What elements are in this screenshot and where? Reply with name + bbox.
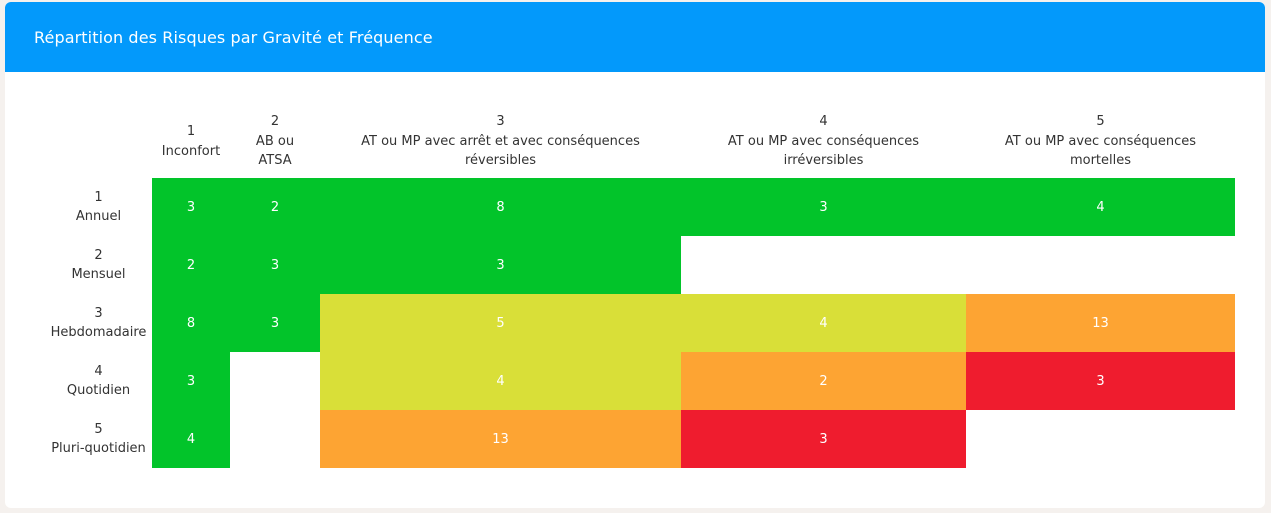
risk-cell: 8 bbox=[152, 294, 230, 352]
column-header-label: irréversibles bbox=[783, 153, 864, 169]
risk-cell: 2 bbox=[152, 236, 230, 294]
risk-matrix-table: 1 Inconfort 2 AB ou ATSA 3 AT ou MP avec… bbox=[45, 105, 1235, 468]
row-header-label: Mensuel bbox=[71, 267, 126, 282]
risk-cell-empty bbox=[230, 352, 320, 410]
column-header-3: 3 AT ou MP avec arrêt et avec conséquenc… bbox=[320, 105, 681, 178]
row-header-number: 2 bbox=[94, 248, 103, 263]
risk-cell: 3 bbox=[152, 178, 230, 236]
column-header-number: 4 bbox=[819, 114, 828, 130]
row-header-number: 3 bbox=[94, 306, 103, 321]
column-header-label: AT ou MP avec conséquences bbox=[727, 133, 920, 149]
risk-matrix-card: Répartition des Risques par Gravité et F… bbox=[5, 2, 1265, 508]
risk-cell: 2 bbox=[681, 352, 966, 410]
risk-cell: 3 bbox=[152, 352, 230, 410]
risk-cell: 3 bbox=[681, 410, 966, 468]
risk-cell: 3 bbox=[966, 352, 1235, 410]
matrix-row-1: 1 Annuel 3 2 8 3 4 bbox=[45, 178, 1235, 236]
column-header-5: 5 AT ou MP avec conséquences mortelles bbox=[966, 105, 1235, 178]
matrix-corner bbox=[45, 105, 152, 178]
column-header-4: 4 AT ou MP avec conséquences irréversibl… bbox=[681, 105, 966, 178]
column-header-number: 3 bbox=[496, 114, 505, 130]
risk-cell: 3 bbox=[230, 236, 320, 294]
row-header-number: 4 bbox=[94, 364, 103, 379]
row-header-number: 1 bbox=[94, 190, 103, 205]
column-header-number: 2 bbox=[270, 114, 280, 130]
risk-cell: 13 bbox=[966, 294, 1235, 352]
column-header-label: mortelles bbox=[1069, 153, 1132, 169]
card-header: Répartition des Risques par Gravité et F… bbox=[5, 2, 1265, 72]
risk-cell: 4 bbox=[320, 352, 681, 410]
card-title: Répartition des Risques par Gravité et F… bbox=[34, 27, 433, 47]
column-header-number: 1 bbox=[186, 124, 196, 139]
row-header-1: 1 Annuel bbox=[45, 178, 152, 236]
risk-cell-empty bbox=[230, 410, 320, 468]
row-header-label: Quotidien bbox=[66, 383, 131, 398]
risk-cell: 4 bbox=[681, 294, 966, 352]
column-header-label: Inconfort bbox=[161, 143, 221, 159]
row-header-5: 5 Pluri-quotidien bbox=[45, 410, 152, 468]
risk-cell: 5 bbox=[320, 294, 681, 352]
risk-cell: 3 bbox=[230, 294, 320, 352]
risk-cell-empty bbox=[681, 236, 966, 294]
column-header-label: réversibles bbox=[464, 153, 537, 169]
row-header-number: 5 bbox=[94, 422, 103, 437]
matrix-row-3: 3 Hebdomadaire 8 3 5 4 13 bbox=[45, 294, 1235, 352]
column-header-label: ATSA bbox=[258, 153, 292, 169]
risk-cell-empty bbox=[966, 236, 1235, 294]
risk-cell: 13 bbox=[320, 410, 681, 468]
column-header-label: AT ou MP avec arrêt et avec conséquences bbox=[361, 133, 640, 149]
risk-cell-empty bbox=[966, 410, 1235, 468]
column-header-2: 2 AB ou ATSA bbox=[230, 105, 320, 178]
row-header-2: 2 Mensuel bbox=[45, 236, 152, 294]
row-header-4: 4 Quotidien bbox=[45, 352, 152, 410]
row-header-label: Pluri-quotidien bbox=[51, 441, 146, 456]
risk-cell: 3 bbox=[320, 236, 681, 294]
column-header-label: AT ou MP avec conséquences bbox=[1004, 133, 1197, 149]
column-header-label: AB ou bbox=[255, 133, 295, 149]
matrix-row-2: 2 Mensuel 2 3 3 bbox=[45, 236, 1235, 294]
matrix-row-4: 4 Quotidien 3 4 2 3 bbox=[45, 352, 1235, 410]
column-header-row: 1 Inconfort 2 AB ou ATSA 3 AT ou MP avec… bbox=[45, 105, 1235, 178]
row-header-label: Annuel bbox=[75, 209, 122, 224]
column-header-number: 5 bbox=[1096, 114, 1105, 130]
matrix-row-5: 5 Pluri-quotidien 4 13 3 bbox=[45, 410, 1235, 468]
row-header-label: Hebdomadaire bbox=[50, 325, 147, 340]
risk-cell: 8 bbox=[320, 178, 681, 236]
risk-cell: 2 bbox=[230, 178, 320, 236]
risk-cell: 4 bbox=[152, 410, 230, 468]
risk-cell: 4 bbox=[966, 178, 1235, 236]
risk-cell: 3 bbox=[681, 178, 966, 236]
column-header-1: 1 Inconfort bbox=[152, 105, 230, 178]
row-header-3: 3 Hebdomadaire bbox=[45, 294, 152, 352]
